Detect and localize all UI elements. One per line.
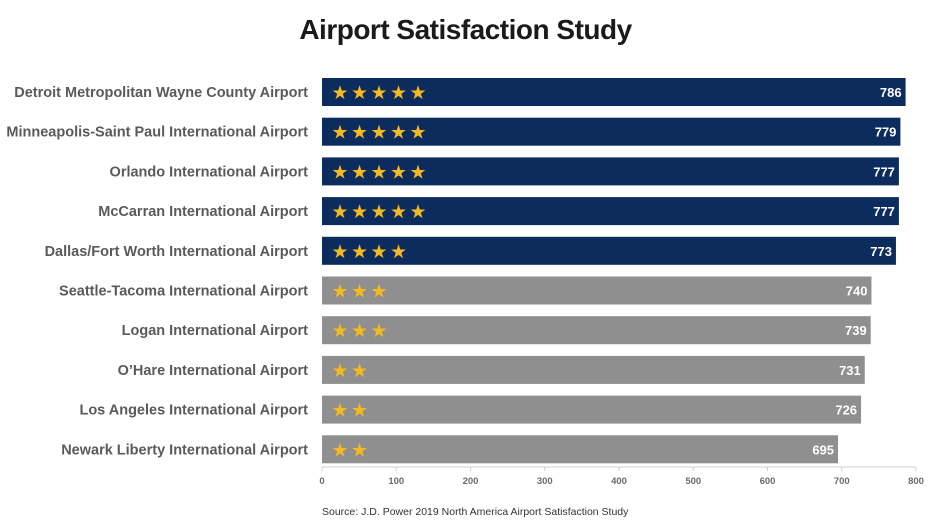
category-label: Detroit Metropolitan Wayne County Airpor… xyxy=(14,85,308,101)
star-icon: ★ xyxy=(331,400,348,422)
star-icon: ★ xyxy=(351,161,368,183)
x-tick-label: 400 xyxy=(611,476,627,487)
bar xyxy=(322,316,871,345)
bar xyxy=(322,78,906,106)
star-icon: ★ xyxy=(331,161,348,183)
value-label: 726 xyxy=(835,403,857,418)
star-icon: ★ xyxy=(370,161,387,183)
star-icon: ★ xyxy=(351,201,368,223)
value-label: 731 xyxy=(839,363,861,378)
star-icon: ★ xyxy=(351,360,368,382)
star-icon: ★ xyxy=(370,281,387,303)
bar xyxy=(322,435,839,464)
source-note: Source: J.D. Power 2019 North America Ai… xyxy=(322,506,629,518)
bar-row: Logan International Airport ★ ★ ★ 739 xyxy=(122,316,871,345)
value-label: 779 xyxy=(875,125,897,140)
value-label: 786 xyxy=(880,85,902,100)
star-icon: ★ xyxy=(351,122,368,144)
bar xyxy=(322,276,872,305)
bar xyxy=(322,395,862,424)
value-label: 777 xyxy=(873,204,895,219)
star-icon: ★ xyxy=(370,320,387,342)
bar-row: Orlando International Airport ★ ★ ★ ★ ★ 777 xyxy=(110,157,899,186)
star-icon: ★ xyxy=(331,122,348,144)
value-label: 739 xyxy=(845,323,867,338)
bar-row: Minneapolis-Saint Paul International Air… xyxy=(6,117,901,146)
bar-row: O’Hare International Airport ★ ★ 731 xyxy=(118,355,865,384)
star-icon: ★ xyxy=(390,161,407,183)
star-icon: ★ xyxy=(351,82,368,104)
category-label: O’Hare International Airport xyxy=(118,363,309,379)
bar-row: Dallas/Fort Worth International Airport ★… xyxy=(45,236,896,265)
value-label: 773 xyxy=(870,244,892,259)
star-icon: ★ xyxy=(409,201,426,223)
value-label: 695 xyxy=(812,442,834,457)
star-icon: ★ xyxy=(331,320,348,342)
star-icon: ★ xyxy=(331,241,348,263)
star-icon: ★ xyxy=(409,82,426,104)
star-icon: ★ xyxy=(351,320,368,342)
star-icon: ★ xyxy=(370,201,387,223)
bar xyxy=(322,117,901,146)
star-icon: ★ xyxy=(390,201,407,223)
star-icon: ★ xyxy=(390,82,407,104)
bar-row: Seattle-Tacoma International Airport ★ ★ ★ 7… xyxy=(59,276,872,305)
star-icon: ★ xyxy=(351,400,368,422)
star-icon: ★ xyxy=(370,82,387,104)
star-icon: ★ xyxy=(370,241,387,263)
star-icon: ★ xyxy=(331,360,348,382)
bar xyxy=(322,355,865,384)
star-icon: ★ xyxy=(331,201,348,223)
star-icon: ★ xyxy=(331,439,348,461)
x-tick-label: 200 xyxy=(463,476,479,487)
x-tick-label: 300 xyxy=(537,476,553,487)
star-icon: ★ xyxy=(409,161,426,183)
star-icon: ★ xyxy=(409,122,426,144)
category-label: McCarran International Airport xyxy=(98,204,308,220)
bar-row: Los Angeles International Airport ★ ★ 726 xyxy=(79,395,862,424)
chart-title: Airport Satisfaction Study xyxy=(299,14,632,45)
x-axis: 0 100 200 300 400 500 600 700 800 xyxy=(319,466,924,487)
category-label: Orlando International Airport xyxy=(110,164,309,180)
category-label: Seattle-Tacoma International Airport xyxy=(59,284,308,300)
x-tick-label: 700 xyxy=(834,476,850,487)
value-label: 740 xyxy=(846,284,868,299)
star-icon: ★ xyxy=(331,281,348,303)
x-tick-label: 800 xyxy=(908,476,924,487)
x-tick-label: 100 xyxy=(388,476,404,487)
star-icon: ★ xyxy=(390,122,407,144)
category-label: Logan International Airport xyxy=(122,323,309,339)
category-label: Minneapolis-Saint Paul International Air… xyxy=(6,125,308,141)
bar xyxy=(322,197,899,226)
x-tick-label: 600 xyxy=(760,476,776,487)
bar-row: Detroit Metropolitan Wayne County Airpor… xyxy=(14,78,906,106)
bar-row: Newark Liberty International Airport ★ ★ 69… xyxy=(61,435,839,464)
category-label: Dallas/Fort Worth International Airport xyxy=(45,244,309,260)
bar xyxy=(322,236,896,265)
value-label: 777 xyxy=(873,164,895,179)
star-icon: ★ xyxy=(331,82,348,104)
bar-row: McCarran International Airport ★ ★ ★ ★ ★ 777 xyxy=(98,197,899,226)
star-icon: ★ xyxy=(351,241,368,263)
x-tick-label: 500 xyxy=(685,476,701,487)
star-icon: ★ xyxy=(351,281,368,303)
star-icon: ★ xyxy=(351,439,368,461)
bar xyxy=(322,157,899,186)
category-label: Newark Liberty International Airport xyxy=(61,442,308,458)
x-tick-label: 0 xyxy=(319,476,324,487)
category-label: Los Angeles International Airport xyxy=(79,403,308,419)
bars-layer: Detroit Metropolitan Wayne County Airpor… xyxy=(6,78,906,464)
star-icon: ★ xyxy=(390,241,407,263)
star-icon: ★ xyxy=(370,122,387,144)
